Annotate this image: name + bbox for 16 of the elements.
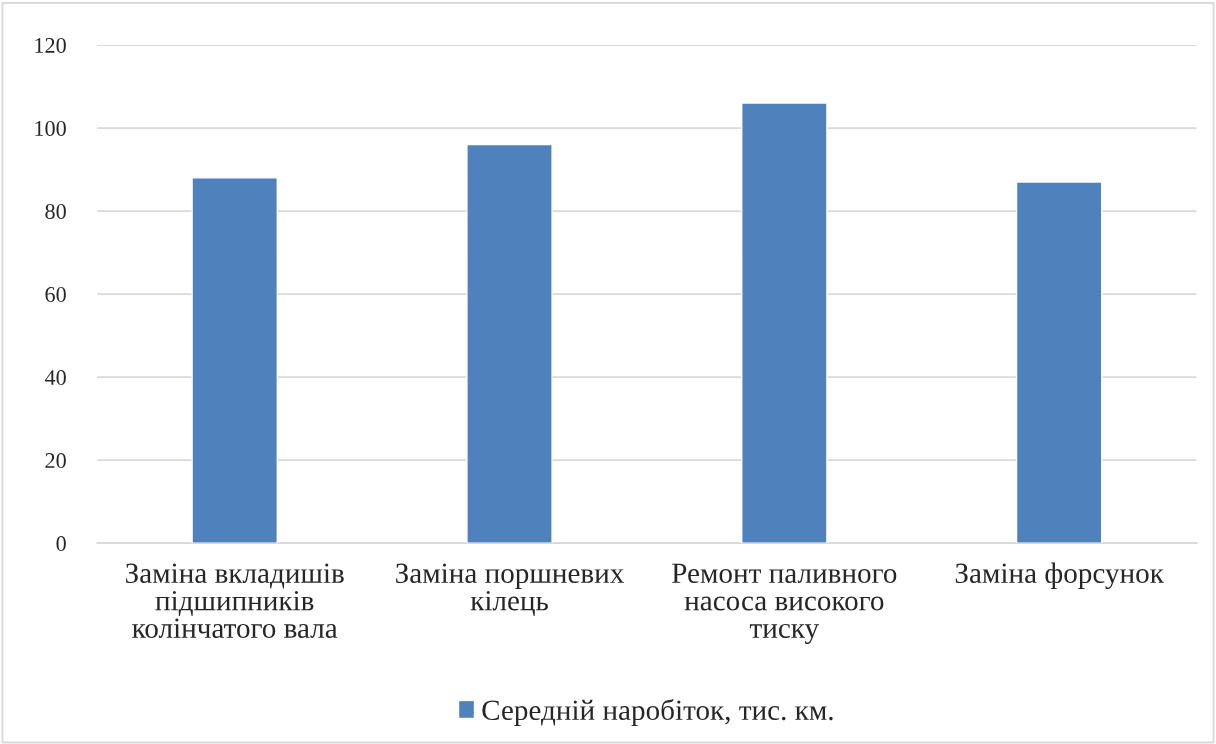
y-tick-label: 100 <box>35 120 66 136</box>
bar <box>466 143 553 544</box>
y-tick-label: 20 <box>45 453 66 469</box>
x-tick-label: Заміна поршневих кілець <box>396 563 624 616</box>
bar <box>191 177 278 544</box>
y-tick-label: 40 <box>44 370 66 386</box>
bar <box>741 102 828 544</box>
legend-label: Середній наробіток, тис. км. <box>482 698 833 727</box>
y-tick-label: 80 <box>45 203 66 219</box>
y-tick-label: 0 <box>56 536 66 552</box>
bar <box>1015 181 1103 544</box>
y-tick-label: 60 <box>45 287 66 302</box>
x-tick-label: Ремонт паливного насоса високого тиску <box>672 563 897 645</box>
y-tick-label: 120 <box>35 37 66 53</box>
x-tick-label: Заміна форсунок <box>955 562 1164 590</box>
x-tick-label: Заміна вкладишів підшипників колінчатого вала <box>125 563 344 639</box>
